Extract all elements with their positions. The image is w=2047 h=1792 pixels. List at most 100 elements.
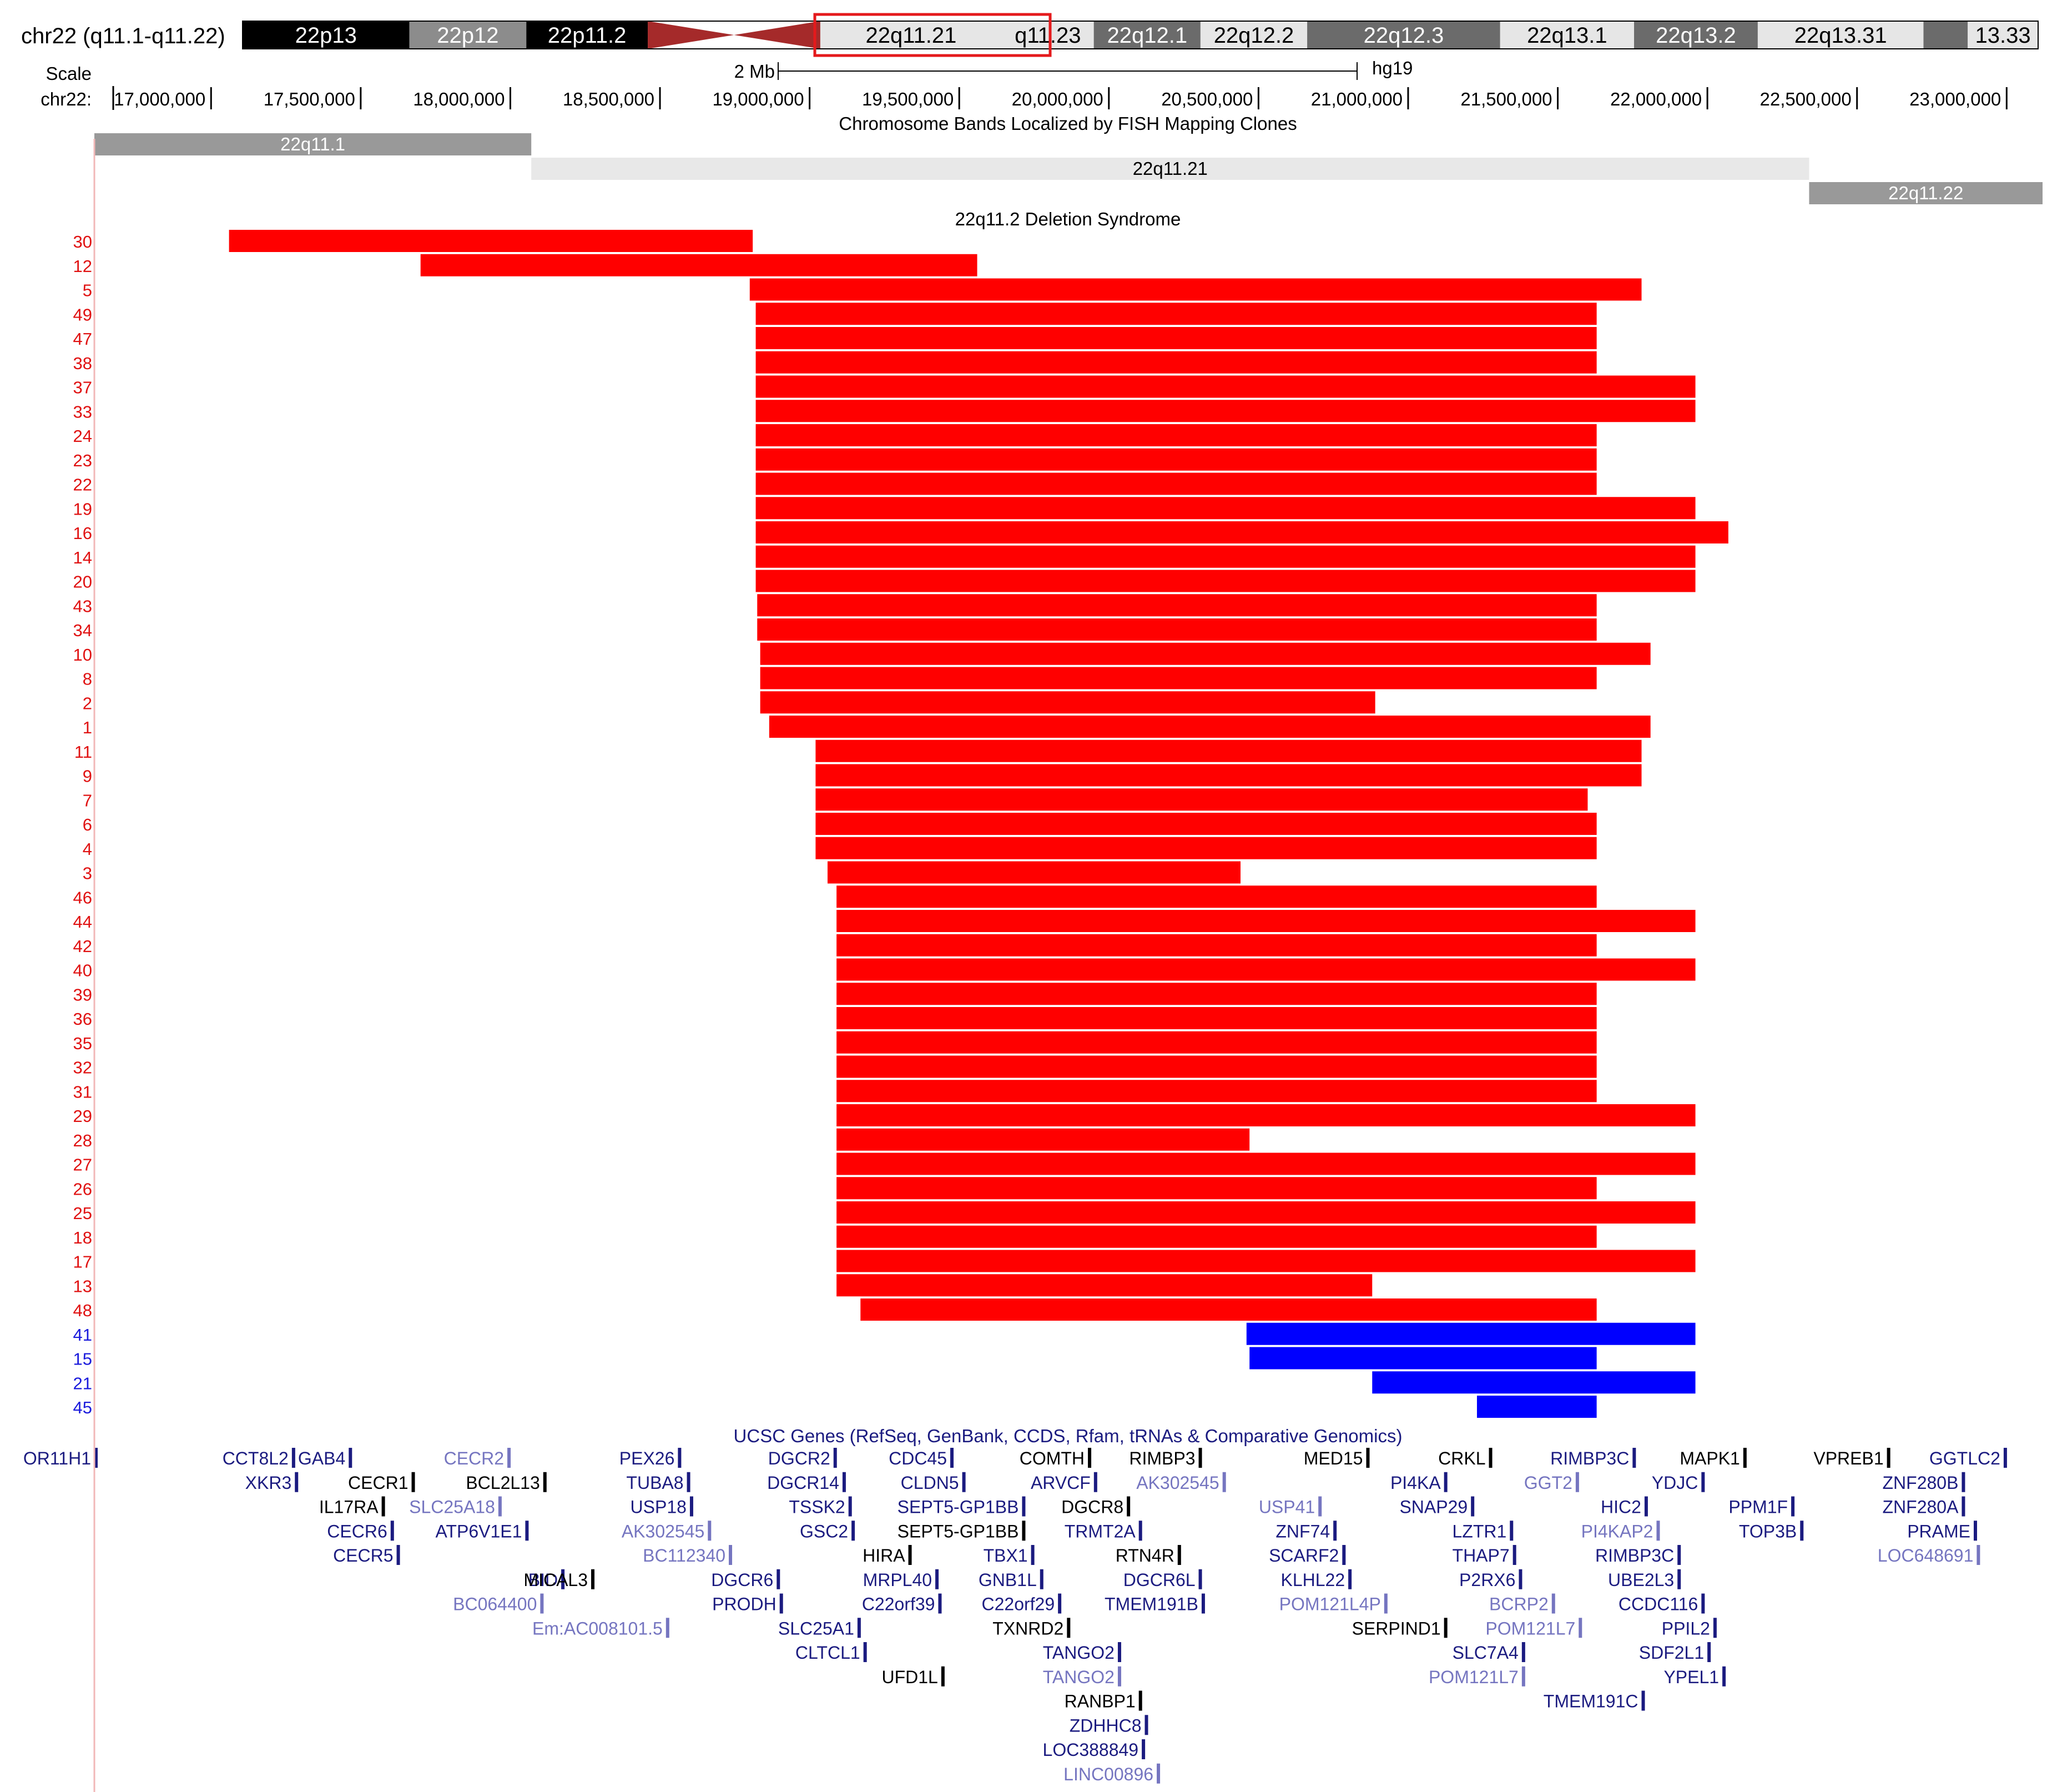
deletion-bar[interactable] [760,691,1375,714]
gene-feature[interactable] [848,1496,852,1517]
gene-feature[interactable] [1117,1642,1121,1662]
gene-feature[interactable] [2003,1448,2007,1468]
gene-feature[interactable] [1138,1690,1142,1711]
deletion-track[interactable]: 3012549473837332423221916142043341082111… [73,230,1728,1418]
gene-feature[interactable] [1471,1496,1475,1517]
deletion-bar[interactable] [815,788,1588,811]
deletion-bar[interactable] [815,764,1642,787]
gene-feature[interactable] [851,1521,855,1541]
ideogram-band[interactable] [1200,21,1308,49]
deletion-bar[interactable] [836,1225,1597,1248]
deletion-bar[interactable] [755,472,1597,495]
gene-feature[interactable] [1641,1690,1645,1711]
deletion-bar[interactable] [1372,1371,1696,1394]
ideogram-band[interactable] [1307,21,1500,49]
deletion-bar[interactable] [836,1080,1597,1103]
gene-feature[interactable] [833,1448,837,1468]
deletion-bar[interactable] [827,861,1241,884]
gene-feature[interactable] [1040,1569,1043,1589]
deletion-bar[interactable] [769,716,1651,738]
deletion-bar[interactable] [1246,1322,1696,1345]
gene-feature[interactable] [689,1496,693,1517]
fish-band[interactable] [531,158,1809,180]
gene-feature[interactable] [94,1448,98,1468]
gene-feature[interactable] [1701,1593,1705,1614]
gene-feature[interactable] [1743,1448,1747,1468]
gene-feature[interactable] [1632,1448,1636,1468]
deletion-bar[interactable] [755,351,1597,374]
gene-feature[interactable] [349,1448,352,1468]
gene-feature[interactable] [1677,1545,1681,1565]
gene-feature[interactable] [1177,1545,1181,1565]
gene-feature[interactable] [1333,1521,1337,1541]
gene-feature[interactable] [1157,1763,1161,1784]
gene-feature[interactable] [1551,1593,1555,1614]
deletion-bar[interactable] [815,739,1642,762]
deletion-bar[interactable] [836,1201,1696,1224]
gene-track[interactable]: OR11H1 CCT8L2 GAB4 CECR2 PEX26 DGCR2 CDC45 COMT… [23,1448,2007,1784]
gene-feature[interactable] [1962,1472,1965,1492]
deletion-bar[interactable] [229,230,753,252]
deletion-bar[interactable] [749,278,1642,301]
gene-feature[interactable] [1022,1521,1026,1541]
gene-feature[interactable] [1127,1496,1131,1517]
deletion-bar[interactable] [836,1007,1597,1029]
gene-feature[interactable] [1701,1472,1705,1492]
gene-feature[interactable] [687,1472,690,1492]
gene-feature[interactable] [1222,1472,1226,1492]
gene-feature[interactable] [950,1448,954,1468]
gene-feature[interactable] [1067,1618,1071,1638]
fish-band[interactable] [1809,182,2043,204]
gene-feature[interactable] [1977,1545,1980,1565]
deletion-bar[interactable] [815,837,1597,859]
gene-feature[interactable] [1201,1593,1205,1614]
gene-feature[interactable] [729,1545,733,1565]
gene-feature[interactable] [1962,1496,1965,1517]
gene-feature[interactable] [1800,1521,1804,1541]
deletion-bar[interactable] [420,254,977,276]
chromosome-ideogram[interactable]: 22p13 22p12 22p11.2 22q11.21 q11.23 22q12.1 22… [242,21,2039,49]
deletion-bar[interactable] [836,958,1696,981]
gene-feature[interactable] [1579,1618,1582,1638]
gene-feature[interactable] [1489,1448,1493,1468]
gene-feature[interactable] [938,1593,942,1614]
gene-feature[interactable] [1644,1496,1648,1517]
deletion-bar[interactable] [755,303,1597,325]
gene-feature[interactable] [777,1569,780,1589]
gene-feature[interactable] [678,1448,682,1468]
ideogram-band[interactable] [409,21,527,49]
deletion-bar[interactable] [836,983,1597,1005]
gene-feature[interactable] [863,1642,867,1662]
ideogram-band[interactable] [243,21,410,49]
gene-feature[interactable] [1093,1472,1097,1492]
deletion-bar[interactable] [760,642,1651,665]
gene-feature[interactable] [1713,1618,1717,1638]
gene-feature[interactable] [908,1545,912,1565]
gene-feature[interactable] [1887,1448,1890,1468]
gene-feature[interactable] [1791,1496,1795,1517]
gene-feature[interactable] [1521,1642,1525,1662]
gene-feature[interactable] [1342,1545,1346,1565]
deletion-bar[interactable] [836,910,1696,932]
ideogram-band[interactable] [1634,21,1758,49]
gene-feature[interactable] [381,1496,385,1517]
deletion-bar[interactable] [836,1128,1250,1151]
fish-band[interactable] [94,133,532,155]
gene-feature[interactable] [1973,1521,1977,1541]
gene-feature[interactable] [396,1545,400,1565]
deletion-bar[interactable] [860,1298,1597,1321]
fish-band-track[interactable]: 22q11.1 22q11.21 22q11.22 [94,133,2043,204]
gene-feature[interactable] [291,1448,295,1468]
gene-feature[interactable] [1117,1666,1121,1687]
gene-feature[interactable] [941,1666,945,1687]
ideogram-band[interactable] [1968,21,2038,49]
gene-feature[interactable] [1722,1666,1726,1687]
gene-feature[interactable] [1384,1593,1388,1614]
gene-feature[interactable] [1575,1472,1579,1492]
gene-feature[interactable] [1138,1521,1142,1541]
deletion-bar[interactable] [836,885,1597,908]
gene-feature[interactable] [665,1618,669,1638]
gene-feature[interactable] [842,1472,846,1492]
gene-feature[interactable] [561,1569,565,1589]
gene-feature[interactable] [1707,1642,1711,1662]
